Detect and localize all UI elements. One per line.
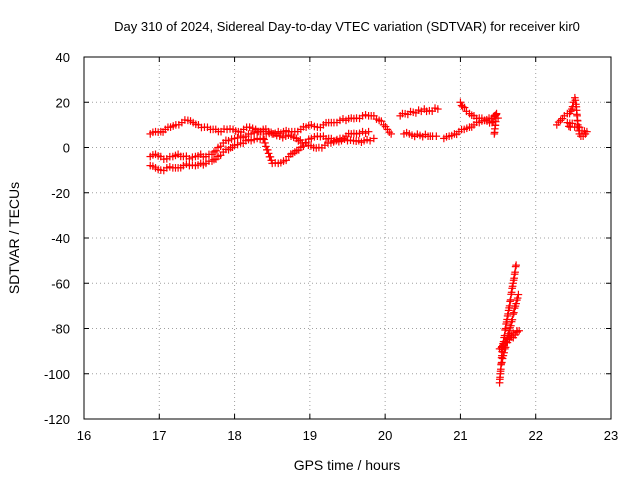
data-point-marker bbox=[263, 146, 272, 154]
x-tick-label: 20 bbox=[378, 428, 392, 443]
x-tick-label: 16 bbox=[77, 428, 91, 443]
data-point-marker bbox=[361, 129, 370, 137]
data-point-marker bbox=[230, 141, 239, 150]
data-point-marker bbox=[310, 133, 319, 141]
data-point-marker bbox=[490, 130, 499, 138]
y-tick-label: -20 bbox=[51, 186, 70, 201]
data-point-marker bbox=[507, 321, 515, 330]
data-point-marker bbox=[310, 122, 319, 131]
chart-title: Day 310 of 2024, Sidereal Day-to-day VTE… bbox=[114, 19, 580, 34]
data-point-marker bbox=[498, 358, 506, 367]
data-point-marker bbox=[434, 105, 442, 113]
data-point-marker bbox=[272, 131, 281, 140]
x-tick-label: 19 bbox=[303, 428, 317, 443]
data-point-marker bbox=[163, 164, 171, 172]
data-point-marker bbox=[340, 135, 349, 144]
data-point-marker bbox=[227, 135, 236, 143]
data-point-marker bbox=[364, 127, 373, 136]
y-tick-label: -60 bbox=[51, 276, 70, 291]
data-point-marker bbox=[358, 112, 367, 120]
data-point-marker bbox=[245, 123, 254, 131]
data-points bbox=[146, 93, 591, 387]
data-point-marker bbox=[253, 134, 261, 143]
data-point-marker bbox=[513, 294, 522, 302]
data-point-marker bbox=[498, 354, 507, 363]
y-tick-label: 0 bbox=[63, 141, 70, 156]
data-point-marker bbox=[261, 139, 269, 147]
data-point-marker bbox=[428, 107, 436, 115]
data-point-marker bbox=[247, 136, 255, 145]
grid bbox=[84, 57, 611, 419]
data-point-marker bbox=[267, 156, 276, 165]
data-point-marker bbox=[336, 116, 344, 125]
data-point-marker bbox=[358, 127, 367, 136]
data-point-marker bbox=[495, 345, 504, 353]
data-point-marker bbox=[247, 130, 255, 138]
data-point-marker bbox=[182, 160, 191, 168]
data-point-marker bbox=[370, 134, 378, 143]
data-point-marker bbox=[566, 123, 575, 131]
plot-frame bbox=[83, 56, 612, 420]
data-point-marker bbox=[330, 136, 338, 145]
data-point-marker bbox=[565, 122, 573, 131]
axis-ticks: 16 17 18 19 20 21 22 23 40 20 0 -20 -40 -60 -80 -100 -12… bbox=[44, 50, 618, 443]
data-point-marker bbox=[499, 351, 508, 360]
data-point-marker bbox=[166, 163, 174, 171]
data-point-marker bbox=[387, 130, 395, 138]
data-point-marker bbox=[512, 261, 520, 269]
x-tick-label: 18 bbox=[227, 428, 241, 443]
x-tick-label: 21 bbox=[453, 428, 467, 443]
data-point-marker bbox=[431, 104, 439, 112]
data-point-marker bbox=[360, 136, 368, 145]
data-point-marker bbox=[250, 135, 258, 144]
x-tick-label: 17 bbox=[152, 428, 166, 443]
data-point-marker bbox=[563, 118, 572, 127]
data-point-marker bbox=[278, 133, 287, 142]
x-axis-label: GPS time / hours bbox=[294, 457, 401, 473]
data-point-marker bbox=[250, 128, 258, 137]
data-point-marker bbox=[248, 124, 257, 133]
x-tick-label: 23 bbox=[604, 428, 618, 443]
data-point-marker bbox=[363, 135, 371, 144]
y-tick-label: -40 bbox=[51, 231, 70, 246]
data-point-marker bbox=[432, 132, 441, 140]
y-tick-label: 40 bbox=[56, 50, 70, 65]
data-point-marker bbox=[512, 299, 520, 308]
data-point-marker bbox=[352, 130, 361, 138]
data-point-marker bbox=[333, 135, 341, 144]
data-point-marker bbox=[510, 308, 518, 317]
data-point-marker bbox=[275, 132, 284, 140]
data-point-marker bbox=[500, 348, 508, 357]
data-point-marker bbox=[456, 98, 465, 107]
data-point-marker bbox=[361, 111, 370, 119]
data-point-marker bbox=[259, 134, 267, 143]
y-tick-label: 20 bbox=[56, 95, 70, 110]
data-point-marker bbox=[508, 315, 517, 324]
y-axis-label: SDTVAR / TECUs bbox=[6, 182, 22, 294]
y-tick-label: -80 bbox=[51, 322, 70, 337]
y-tick-label: -100 bbox=[44, 367, 70, 382]
data-point-marker bbox=[509, 310, 517, 318]
data-point-marker bbox=[266, 153, 275, 161]
data-point-marker bbox=[260, 135, 268, 144]
data-point-marker bbox=[188, 153, 197, 161]
x-tick-label: 22 bbox=[528, 428, 542, 443]
data-point-marker bbox=[179, 161, 188, 170]
data-point-marker bbox=[230, 134, 239, 143]
y-tick-label: -120 bbox=[44, 412, 70, 427]
data-point-marker bbox=[514, 290, 523, 299]
